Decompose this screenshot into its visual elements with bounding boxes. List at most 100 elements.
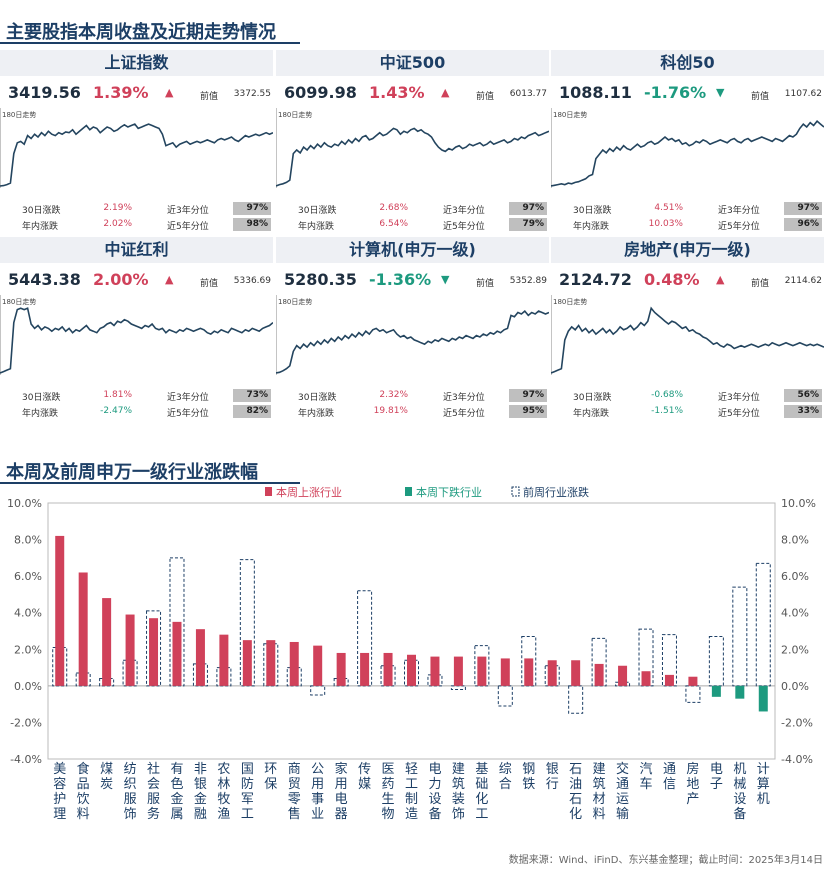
category-label: 融 bbox=[194, 807, 207, 822]
prev-value: 5352.89 bbox=[509, 276, 547, 286]
category-label: 银 bbox=[546, 762, 559, 777]
ytd-label: 年内涨跌 bbox=[22, 409, 59, 419]
p3-value: 97% bbox=[509, 389, 547, 402]
category-label: 交 bbox=[616, 761, 629, 777]
data-source-footer: 数据来源：Wind、iFinD、东兴基金整理；截止时间：2025年3月14日 bbox=[508, 855, 823, 866]
prev-label: 前值 bbox=[751, 279, 770, 289]
m30-value: 1.81% bbox=[103, 390, 132, 400]
category-label: 子 bbox=[710, 777, 723, 792]
up-bar bbox=[266, 640, 276, 686]
sparkline bbox=[276, 108, 549, 188]
category-label: 药 bbox=[382, 777, 395, 792]
index-name: 科创50 bbox=[551, 50, 824, 76]
sparkline bbox=[551, 108, 824, 188]
category-label: 备 bbox=[428, 806, 441, 822]
up-bar bbox=[336, 652, 346, 686]
category-label: 础 bbox=[475, 777, 488, 792]
category-label: 电 bbox=[335, 792, 348, 807]
category-label: 用 bbox=[311, 777, 324, 792]
category-label: 油 bbox=[569, 777, 582, 792]
category-label: 力 bbox=[428, 777, 441, 792]
category-label: 非 bbox=[194, 762, 207, 777]
up-bar bbox=[55, 535, 65, 686]
up-bar bbox=[618, 665, 628, 686]
category-label: 机 bbox=[757, 792, 770, 807]
category-label: 轻 bbox=[405, 762, 418, 777]
y-tick-label-right: 4.0% bbox=[781, 607, 809, 620]
sparkline bbox=[0, 108, 273, 188]
y-tick-label-left: 4.0% bbox=[14, 607, 42, 620]
category-label: 煤 bbox=[100, 762, 113, 777]
p3-label: 近3年分位 bbox=[443, 393, 485, 403]
category-label: 饰 bbox=[124, 807, 137, 822]
category-label: 器 bbox=[335, 807, 348, 822]
category-label: 石 bbox=[569, 792, 582, 807]
category-label: 行 bbox=[546, 777, 559, 792]
category-label: 生 bbox=[382, 792, 395, 807]
category-label: 设 bbox=[428, 792, 441, 807]
category-label: 机 bbox=[733, 762, 746, 777]
p3-label: 近3年分位 bbox=[718, 393, 760, 403]
sparkline-series bbox=[551, 120, 824, 187]
p5-label: 近5年分位 bbox=[167, 222, 209, 232]
stat-row: 6099.98 1.43% ▲ 前值 6013.77 bbox=[276, 80, 549, 108]
category-label: 电 bbox=[428, 762, 441, 777]
p5-label: 近5年分位 bbox=[718, 222, 760, 232]
prev-week-bar bbox=[755, 562, 771, 687]
category-label: 造 bbox=[405, 807, 418, 822]
category-label: 料 bbox=[77, 807, 90, 822]
sparkline-series bbox=[0, 123, 273, 187]
up-bar bbox=[172, 621, 182, 686]
close-value: 3419.56 bbox=[8, 83, 81, 102]
sparkline-series bbox=[0, 307, 273, 374]
sparkline-label: 180日走势 bbox=[553, 298, 588, 306]
category-label: 业 bbox=[311, 807, 324, 822]
category-label: 备 bbox=[733, 806, 746, 822]
y-tick-label-right: 10.0% bbox=[781, 497, 816, 510]
sparkline-label: 180日走势 bbox=[2, 298, 37, 306]
category-label: 计 bbox=[757, 762, 770, 777]
category-label: 械 bbox=[733, 777, 746, 792]
p5-label: 近5年分位 bbox=[167, 409, 209, 419]
category-label: 售 bbox=[288, 806, 301, 822]
m30-label: 30日涨跌 bbox=[22, 393, 61, 403]
category-label: 算 bbox=[757, 777, 770, 792]
legend-swatch bbox=[265, 487, 272, 496]
weekly-change: 0.48% bbox=[644, 270, 700, 289]
p3-value: 73% bbox=[233, 389, 271, 402]
category-label: 环 bbox=[264, 762, 277, 777]
ytd-value: -1.51% bbox=[651, 406, 683, 416]
up-bar bbox=[149, 618, 159, 686]
category-label: 务 bbox=[147, 806, 160, 822]
plot-frame bbox=[47, 502, 776, 760]
stat-row: 5443.38 2.00% ▲ 前值 5336.69 bbox=[0, 267, 273, 295]
category-label: 化 bbox=[569, 807, 582, 822]
category-label: 化 bbox=[475, 792, 488, 807]
index-name: 中证500 bbox=[276, 50, 549, 76]
close-value: 5280.35 bbox=[284, 270, 357, 289]
up-bar bbox=[407, 654, 416, 686]
y-tick-label-left: 10.0% bbox=[7, 497, 42, 510]
index-name: 上证指数 bbox=[0, 50, 273, 76]
up-bar bbox=[524, 658, 534, 686]
category-label: 筑 bbox=[593, 776, 606, 792]
up-bar bbox=[453, 656, 463, 686]
prev-week-bar bbox=[732, 586, 748, 687]
ytd-value: 10.03% bbox=[648, 219, 683, 229]
industry-section-rule bbox=[0, 482, 300, 484]
y-tick-label-left: -4.0% bbox=[10, 753, 42, 766]
category-label: 基 bbox=[475, 762, 488, 777]
up-bar bbox=[102, 598, 112, 686]
category-label: 牧 bbox=[217, 792, 230, 807]
close-value: 6099.98 bbox=[284, 83, 357, 102]
category-label: 农 bbox=[217, 762, 230, 777]
category-label: 汽 bbox=[640, 762, 653, 777]
category-label: 金 bbox=[194, 791, 207, 807]
category-label: 物 bbox=[382, 807, 395, 822]
p3-label: 近3年分位 bbox=[167, 206, 209, 216]
up-bar bbox=[125, 614, 135, 686]
y-tick-label-right: 0.0% bbox=[781, 680, 809, 693]
category-label: 零 bbox=[288, 792, 301, 807]
up-bar bbox=[360, 652, 370, 686]
category-label: 美 bbox=[53, 762, 66, 777]
